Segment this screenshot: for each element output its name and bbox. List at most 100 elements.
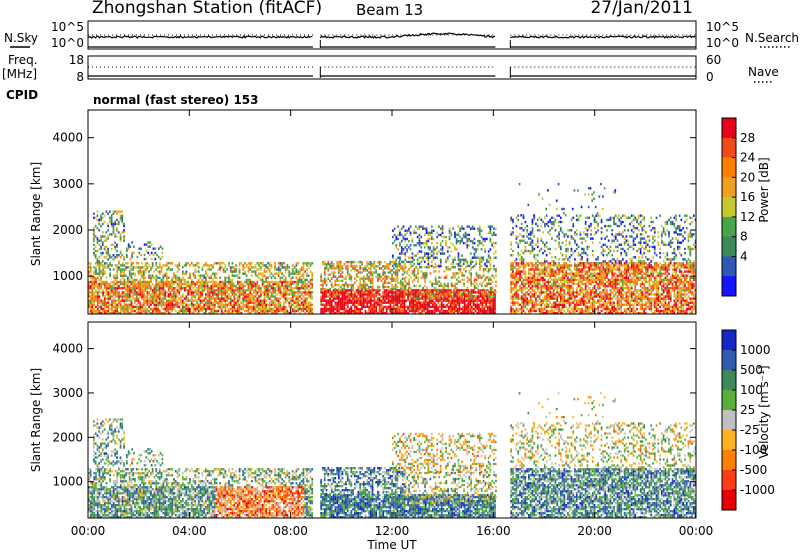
power-cell — [173, 307, 175, 311]
power-cell — [210, 276, 213, 279]
power-cell — [221, 303, 223, 306]
power-cell — [359, 287, 361, 291]
power-cell — [254, 311, 257, 315]
power-cell — [522, 295, 525, 298]
power-cell — [554, 305, 557, 309]
power-cell — [461, 290, 464, 294]
power-cell — [418, 288, 421, 292]
power-cell — [210, 301, 213, 304]
power-cell — [121, 291, 124, 294]
power-cell — [410, 266, 412, 269]
power-cell — [219, 307, 221, 311]
power-cell — [483, 307, 486, 311]
power-cell — [309, 270, 312, 273]
power-cell — [185, 297, 188, 300]
power-cell — [412, 305, 415, 309]
power-cell — [535, 299, 537, 302]
power-cell — [350, 291, 353, 294]
power-cell — [141, 284, 143, 288]
power-cell — [431, 295, 433, 298]
power-cell — [435, 307, 438, 311]
power-cell — [290, 297, 292, 300]
power-cell — [190, 311, 193, 315]
power-cell — [98, 220, 101, 224]
power-cell — [128, 307, 131, 311]
power-cell — [102, 274, 104, 277]
power-cell — [114, 264, 117, 267]
power-cell — [206, 268, 209, 271]
power-cell — [407, 299, 409, 302]
power-cell — [535, 264, 537, 267]
power-cell — [486, 270, 488, 273]
power-cell — [474, 299, 477, 302]
power-cell — [95, 272, 97, 275]
power-cell — [512, 272, 514, 275]
power-cell — [144, 270, 147, 273]
power-cell — [194, 291, 197, 294]
power-cell — [229, 297, 232, 300]
power-cell — [327, 309, 330, 313]
power-cell — [528, 289, 530, 292]
power-cell — [370, 311, 372, 315]
power-cell — [556, 307, 559, 311]
power-cell — [242, 295, 244, 298]
power-cell — [288, 297, 291, 300]
power-cell — [432, 248, 435, 251]
power-cell — [448, 309, 450, 313]
power-cell — [251, 309, 253, 313]
power-cell — [174, 299, 177, 302]
power-cell — [547, 295, 550, 298]
power-cell — [325, 295, 328, 298]
power-cell — [465, 270, 467, 273]
power-cell — [244, 262, 246, 265]
power-cell — [478, 309, 480, 313]
power-cell — [395, 262, 398, 266]
power-cell — [399, 256, 401, 259]
power-cell — [431, 264, 433, 268]
power-cell — [100, 287, 103, 290]
power-cell — [306, 299, 308, 302]
power-cell — [224, 309, 227, 313]
power-cell — [424, 293, 427, 296]
power-cell — [219, 284, 221, 288]
power-cell — [107, 254, 109, 257]
power-cell — [222, 270, 225, 273]
power-cell — [100, 284, 103, 288]
power-cell — [146, 262, 149, 265]
power-cell — [398, 309, 400, 313]
power-cell — [473, 297, 476, 300]
power-cell — [463, 288, 465, 292]
power-cell — [132, 272, 134, 275]
power-cell — [206, 305, 209, 309]
power-cell — [384, 260, 386, 264]
power-cell — [219, 266, 221, 269]
power-cell — [286, 291, 289, 294]
power-cell — [247, 287, 250, 290]
power-cell — [284, 284, 287, 288]
power-cell — [409, 248, 412, 251]
power-cell — [452, 276, 455, 279]
power-cell — [276, 297, 278, 300]
power-cell — [304, 299, 306, 302]
power-cell — [194, 295, 197, 298]
power-cell — [88, 303, 90, 306]
power-cell — [439, 305, 441, 309]
power-cell — [244, 297, 246, 300]
power-cell — [398, 281, 400, 285]
power-cell — [288, 270, 291, 273]
power-cell — [453, 299, 455, 302]
power-cell — [139, 282, 142, 286]
power-cell — [284, 278, 287, 282]
power-cell — [452, 272, 455, 275]
power-cell — [478, 291, 480, 294]
power-cell — [95, 276, 97, 279]
power-cell — [311, 297, 314, 300]
power-cell — [405, 291, 408, 294]
power-cell — [551, 264, 553, 267]
power-cell — [377, 265, 379, 268]
power-cell — [244, 309, 246, 313]
power-cell — [488, 270, 490, 273]
power-cell — [300, 266, 303, 269]
power-cell — [445, 260, 447, 264]
power-cell — [393, 291, 395, 294]
